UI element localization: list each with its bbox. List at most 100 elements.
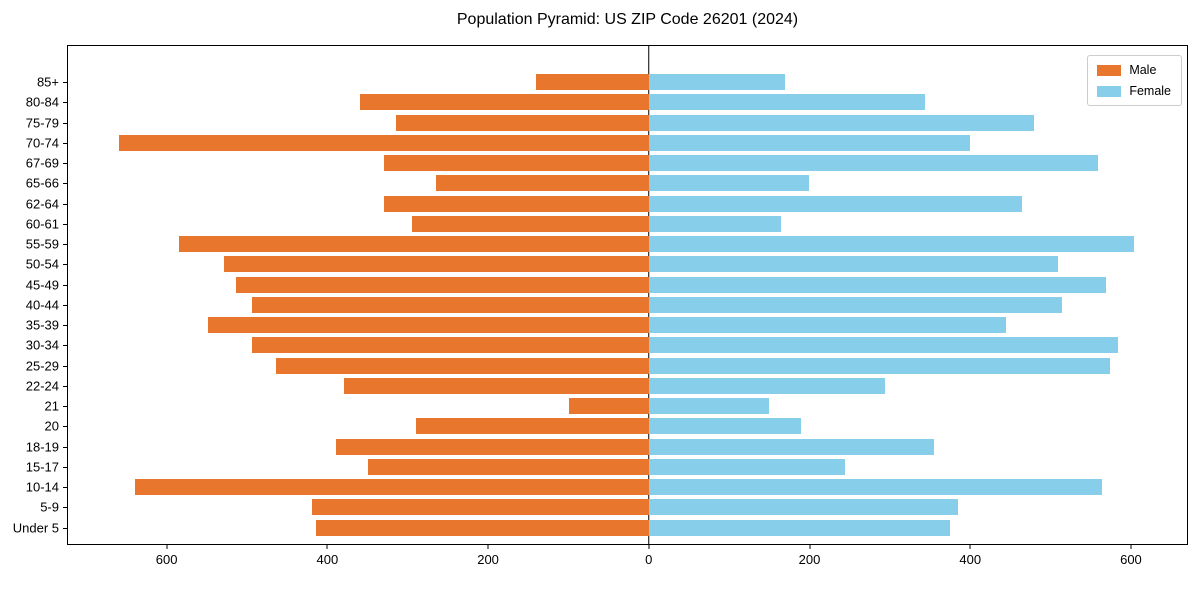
y-tick (63, 365, 67, 367)
y-tick (63, 203, 67, 205)
x-tick (166, 545, 168, 549)
age-tick-label: 30-34 (25, 337, 59, 353)
female-bar (648, 114, 1034, 131)
y-tick (63, 304, 67, 306)
x-tick-label: 400 (959, 552, 982, 567)
female-bar (648, 418, 802, 435)
y-tick (63, 284, 67, 286)
age-tick-label: 22-24 (25, 378, 59, 394)
female-bar (648, 458, 846, 475)
x-tick (1130, 545, 1132, 549)
y-tick (63, 82, 67, 84)
age-tick-label: 25-29 (25, 358, 59, 374)
male-bar (416, 418, 649, 435)
male-bar (359, 94, 649, 111)
legend-label-female: Female (1129, 84, 1171, 98)
y-tick (63, 345, 67, 347)
age-row: 62-64 (26, 194, 1187, 214)
legend-label-male: Male (1129, 63, 1157, 77)
male-bar (119, 134, 649, 151)
male-bar (315, 519, 649, 536)
age-row: 45-49 (26, 275, 1187, 295)
age-tick-label: 5-9 (40, 499, 59, 515)
age-row: 22-24 (26, 376, 1187, 396)
male-bar (412, 215, 649, 232)
male-bar (343, 377, 649, 394)
y-tick (63, 325, 67, 327)
female-swatch-icon (1097, 85, 1122, 97)
male-bar (251, 337, 649, 354)
age-tick-label: 35-39 (25, 317, 59, 333)
age-tick-label: Under 5 (12, 520, 59, 536)
age-tick-label: 70-74 (25, 135, 59, 151)
age-row: 20 (45, 416, 1187, 436)
female-bar (648, 155, 1098, 172)
male-bar (384, 155, 649, 172)
age-tick-label: 75-79 (25, 115, 59, 131)
age-tick-label: 65-66 (25, 175, 59, 191)
x-tick (648, 545, 650, 549)
age-row: 55-59 (26, 234, 1187, 254)
female-bar (648, 175, 810, 192)
y-tick (63, 466, 67, 468)
x-axis: 600 400 200 0 200 400 600 (67, 545, 1188, 575)
y-tick (63, 102, 67, 104)
male-bar (135, 479, 649, 496)
x-tick (809, 545, 810, 549)
male-bar (311, 499, 649, 516)
female-bar (648, 398, 770, 415)
zero-axis-line (648, 46, 650, 544)
age-tick-label: 80-84 (25, 94, 59, 110)
female-bar (648, 519, 950, 536)
age-row: 80-84 (26, 92, 1187, 112)
male-bar (335, 438, 649, 455)
age-tick-label: 15-17 (25, 459, 59, 475)
male-bar (207, 317, 649, 334)
male-bar (223, 256, 649, 273)
age-row: 60-61 (26, 214, 1187, 234)
age-tick-label: 60-61 (25, 216, 59, 232)
male-bar (396, 114, 649, 131)
x-tick (487, 545, 489, 549)
age-row: 5-9 (40, 497, 1187, 517)
y-tick (63, 244, 67, 246)
age-tick-label: 40-44 (25, 297, 59, 313)
age-row: 85+ (37, 72, 1187, 92)
age-tick-label: 18-19 (25, 439, 59, 455)
age-row: 25-29 (26, 356, 1187, 376)
bar-rows-container: 85+ 80-84 75-79 70-74 67-69 65-66 62-64 60-61 55… (13, 46, 1187, 544)
age-tick-label: 85+ (36, 74, 59, 90)
female-bar (648, 256, 1058, 273)
x-tick-label: 200 (798, 552, 821, 567)
y-tick (63, 446, 67, 448)
age-row: 18-19 (26, 437, 1187, 457)
age-row: 35-39 (26, 315, 1187, 335)
y-tick (63, 122, 67, 124)
age-tick-label: 55-59 (25, 236, 59, 252)
x-tick-label: 600 (155, 552, 178, 567)
female-bar (648, 479, 1102, 496)
male-bar (436, 175, 649, 192)
male-bar (568, 398, 649, 415)
male-bar (536, 74, 649, 91)
male-bar (235, 276, 649, 293)
x-tick-label: 400 (316, 552, 339, 567)
female-bar (648, 134, 970, 151)
female-bar (648, 337, 1118, 354)
y-tick (63, 507, 67, 509)
plot-area: 85+ 80-84 75-79 70-74 67-69 65-66 62-64 60-61 55… (13, 45, 1188, 545)
female-bar (648, 317, 1006, 334)
age-tick-label: 10-14 (25, 479, 59, 495)
age-tick-label: 45-49 (25, 277, 59, 293)
age-tick-label: 20 (44, 418, 59, 434)
x-tick-label: 0 (645, 552, 653, 567)
age-row: 15-17 (26, 457, 1187, 477)
male-bar (275, 357, 649, 374)
age-row: 40-44 (26, 295, 1187, 315)
age-row: 70-74 (26, 133, 1187, 153)
y-tick (63, 487, 67, 489)
legend: Male Female (1087, 55, 1182, 106)
y-tick (63, 426, 67, 428)
x-tick (326, 545, 328, 549)
